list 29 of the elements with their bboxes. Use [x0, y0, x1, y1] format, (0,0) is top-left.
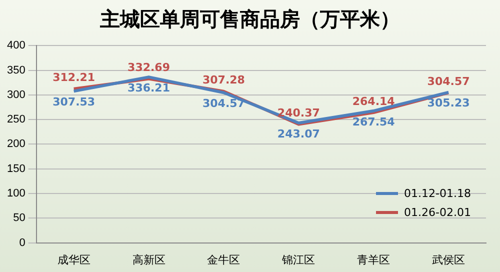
data-label: 264.14	[352, 94, 396, 108]
y-tick-label: 400	[6, 40, 26, 52]
y-tick-label: 0	[19, 236, 26, 249]
x-tick-label: 高新区	[132, 253, 166, 266]
y-tick-label: 350	[6, 64, 26, 76]
x-tick-label: 成华区	[57, 253, 90, 266]
y-tick-label: 300	[6, 88, 26, 101]
x-tick-label: 锦江区	[281, 254, 316, 266]
data-label: 307.28	[202, 74, 245, 87]
y-tick-label: 150	[6, 162, 26, 175]
x-tick-label: 武侯区	[432, 253, 466, 266]
data-label: 267.54	[352, 115, 396, 128]
data-label: 243.07	[277, 127, 320, 140]
data-label: 305.23	[427, 96, 470, 110]
x-tick-label: 金牛区	[207, 253, 240, 266]
data-label: 332.69	[128, 61, 170, 74]
data-label: 336.21	[128, 81, 170, 94]
data-label: 304.57	[427, 75, 470, 88]
legend-label: 01.12-01.18	[404, 186, 471, 200]
y-tick-label: 250	[6, 114, 26, 126]
y-tick-label: 50	[13, 212, 26, 224]
legend-label: 01.26-02.01	[404, 206, 471, 219]
y-tick-label: 100	[6, 188, 26, 200]
data-label: 240.37	[277, 106, 320, 120]
data-label: 312.21	[52, 71, 96, 84]
x-tick-label: 青羊区	[357, 253, 390, 266]
y-tick-label: 200	[6, 138, 26, 150]
data-label: 307.53	[52, 96, 96, 109]
chart-title: 主城区单周可售商品房（万平米）	[99, 6, 401, 33]
